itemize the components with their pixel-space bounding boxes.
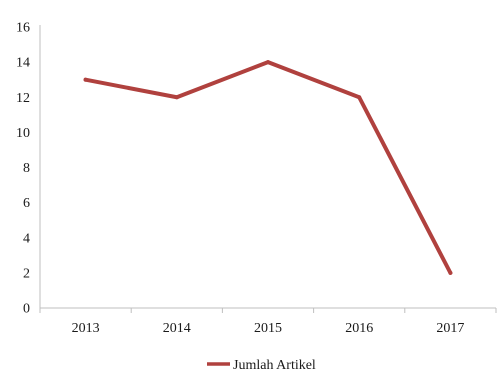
x-tick-label: 2013 (72, 321, 100, 336)
y-tick-label: 0 (23, 302, 30, 317)
x-tick-label: 2016 (345, 321, 373, 336)
data-point (357, 95, 362, 100)
y-tick-label: 10 (16, 126, 30, 141)
series-layer (83, 60, 453, 275)
x-tick-label: 2014 (163, 321, 191, 336)
legend-label: Jumlah Artikel (233, 358, 316, 373)
y-tick-label: 16 (16, 21, 30, 36)
data-point (448, 270, 453, 275)
data-point (266, 60, 270, 65)
y-axis: 0 2 4 6 8 10 12 14 16 (16, 21, 41, 317)
y-tick-label: 4 (23, 231, 30, 246)
data-point (174, 95, 179, 100)
x-tick-label: 2017 (436, 321, 464, 336)
x-tick-label: 2015 (254, 321, 282, 336)
data-point (83, 77, 88, 82)
y-tick-label: 6 (23, 196, 30, 211)
legend: Jumlah Artikel (207, 358, 316, 373)
x-axis: 2013 2014 2015 2016 2017 (39, 307, 497, 336)
series-line (83, 60, 453, 275)
y-tick-label: 12 (16, 91, 30, 106)
y-tick-label: 2 (23, 266, 30, 281)
y-tick-label: 14 (16, 56, 30, 71)
y-tick-label: 8 (23, 161, 30, 176)
